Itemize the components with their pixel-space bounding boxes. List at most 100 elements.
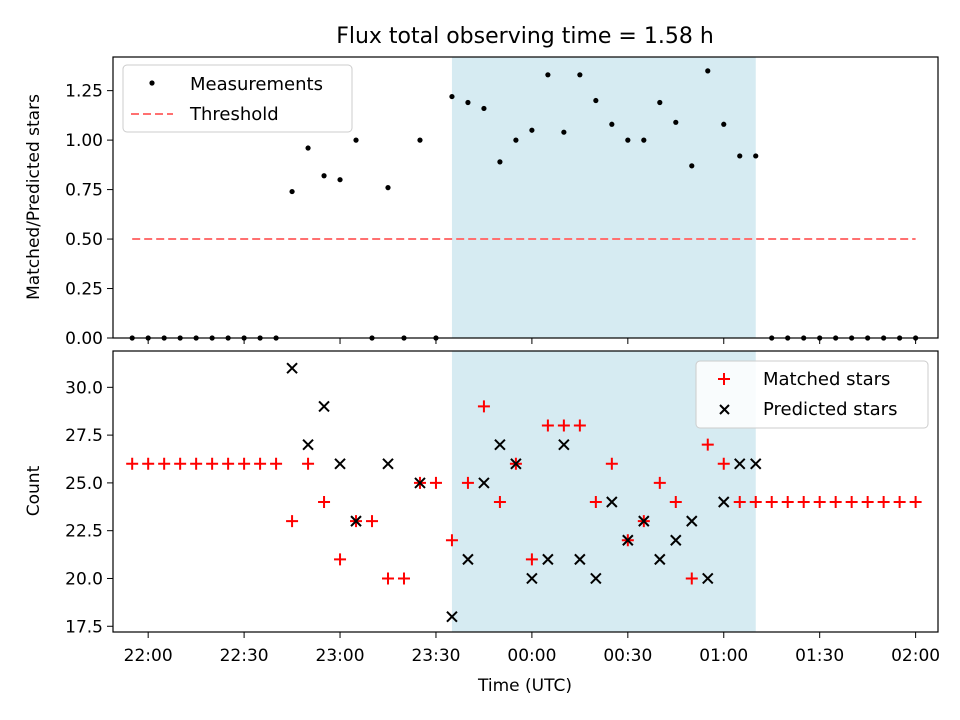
predicted-stars-point: [302, 438, 314, 451]
matched-stars-point: [573, 419, 586, 432]
measurements-point: [577, 72, 583, 78]
measurements-point: [625, 137, 631, 143]
predicted-stars-point: [318, 400, 330, 413]
measurements-point: [593, 97, 599, 104]
measurements-point: [497, 159, 503, 165]
predicted-stars-point: [638, 515, 650, 527]
predicted-stars-point: [446, 610, 458, 623]
measurements-point: [305, 145, 311, 151]
matched-stars-point: [781, 496, 794, 509]
matched-stars-point: [174, 457, 187, 470]
x-tick-label: 23:30: [411, 646, 460, 666]
matched-stars-point: [461, 476, 474, 489]
measurements-point: [673, 119, 679, 125]
legend-measurements-marker: [149, 80, 155, 86]
measurements-point: [641, 137, 647, 143]
bottom-legend-box: [695, 360, 929, 429]
matched-stars-point: [733, 496, 746, 509]
measurements-point: [529, 127, 535, 133]
matched-stars-point: [589, 496, 602, 509]
top-panel: 0.00 0.25 0.50 0.75 1.00 1.25 Matched/Predict…: [24, 56, 939, 349]
bottom-axes-frame: [112, 350, 939, 633]
matched-stars-point: [813, 496, 826, 509]
matched-stars-point: [749, 496, 762, 509]
top-shaded-interval: [451, 57, 756, 338]
top-axis-ticks: 0.00 0.25 0.50 0.75 1.00 1.25: [65, 82, 917, 349]
predicted-stars-point: [702, 572, 714, 585]
predicted-stars-point: [558, 438, 570, 451]
legend-measurements-label: Measurements: [190, 74, 323, 95]
matched-stars-point: [397, 572, 410, 585]
matched-stars-point: [685, 572, 698, 585]
predicted-stars-point: [462, 553, 474, 566]
measurements-point: [561, 129, 567, 135]
predicted-stars-point: [670, 534, 682, 546]
top-axes-frame: [112, 56, 939, 339]
matched-stars-point: [541, 419, 554, 432]
predicted-stars-point: [350, 515, 362, 527]
bottom-y-tick-label: 22.5: [65, 522, 103, 542]
x-tick-label: 02:00: [891, 646, 940, 666]
measurements-point: [513, 137, 519, 143]
bottom-y-axis-label: Count: [24, 465, 44, 516]
measurements-point: [753, 153, 759, 159]
predicted-stars-point: [686, 515, 698, 527]
bottom-plot-marks: [126, 362, 922, 623]
measurements-point: [353, 137, 359, 143]
matched-stars-point: [334, 553, 347, 566]
matched-stars-point: [701, 438, 714, 451]
predicted-stars-point: [382, 458, 394, 470]
measurements-point: [545, 72, 551, 78]
legend-matched-stars-marker: [718, 373, 730, 385]
matched-stars-point: [829, 496, 842, 509]
measurements-point: [689, 163, 695, 169]
matched-stars-point: [190, 457, 203, 470]
measurements-point: [737, 153, 743, 159]
x-tick-label: 00:30: [603, 646, 652, 666]
predicted-stars-point: [574, 553, 586, 566]
matched-stars-point: [286, 515, 299, 528]
predicted-stars-point: [654, 553, 666, 566]
matched-stars-point: [653, 476, 666, 489]
predicted-stars-point: [414, 477, 426, 489]
predicted-stars-point: [606, 496, 618, 508]
predicted-stars-point: [478, 477, 490, 489]
matched-stars-point: [557, 419, 570, 432]
predicted-stars-point: [526, 572, 538, 585]
matched-stars-point: [493, 496, 506, 509]
top-y-tick-label: 0.25: [65, 280, 103, 300]
matched-stars-point: [429, 476, 442, 489]
top-legend-box: [122, 64, 353, 133]
predicted-stars-point: [734, 458, 746, 470]
top-y-tick-label: 0.50: [65, 230, 103, 250]
measurements-point: [417, 137, 423, 143]
matched-stars-point: [206, 457, 219, 470]
matched-stars-point: [477, 400, 490, 413]
matched-stars-point: [126, 457, 139, 470]
predicted-stars-point: [750, 458, 762, 470]
matched-stars-point: [669, 496, 682, 509]
bottom-y-tick-label: 27.5: [65, 426, 103, 446]
x-tick-label: 00:00: [507, 646, 556, 666]
bottom-y-tick-label: 25.0: [65, 474, 103, 494]
top-y-tick-label: 0.00: [65, 329, 103, 349]
bottom-y-tick-label: 30.0: [65, 378, 103, 398]
measurements-point: [321, 173, 327, 179]
matched-stars-point: [366, 515, 379, 528]
predicted-stars-point: [510, 458, 522, 470]
top-y-tick-label: 0.75: [65, 181, 103, 201]
figure-title: Flux total observing time = 1.58 h: [336, 24, 714, 49]
measurements-point: [289, 188, 295, 195]
matched-stars-point: [845, 496, 858, 509]
matched-stars-point: [717, 457, 730, 470]
x-axis-label: Time (UTC): [477, 676, 572, 696]
legend-threshold-label: Threshold: [189, 104, 279, 125]
top-y-tick-label: 1.00: [65, 131, 103, 151]
predicted-stars-point: [494, 438, 506, 451]
matched-stars-point: [222, 457, 235, 470]
matched-stars-point: [525, 553, 538, 566]
predicted-stars-point: [542, 553, 554, 566]
top-y-axis-label: Matched/Predicted stars: [24, 94, 44, 300]
measurements-point: [385, 185, 391, 191]
predicted-stars-point: [590, 572, 602, 585]
